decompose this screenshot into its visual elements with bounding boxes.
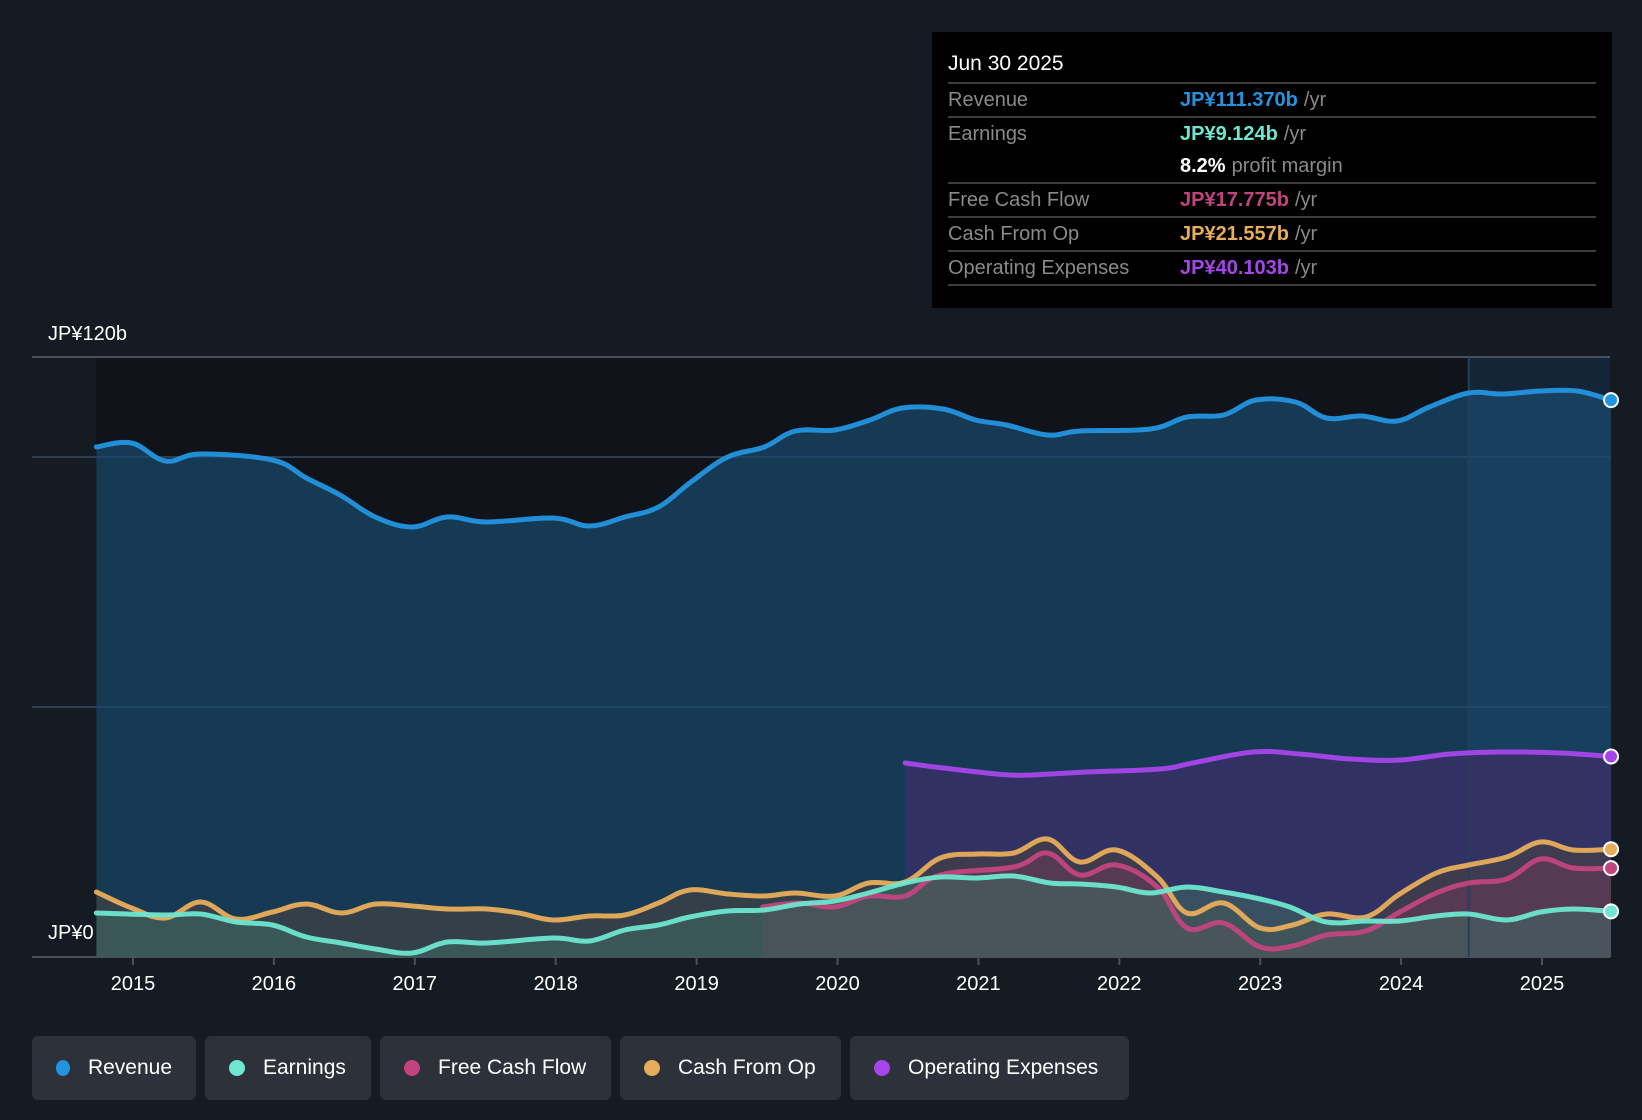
legend-label: Revenue xyxy=(87,1056,172,1079)
tooltip-label: Earnings xyxy=(948,123,1027,145)
earnings-dot-icon xyxy=(229,1060,245,1076)
series-end-markers xyxy=(1603,392,1620,920)
tooltip-label: Free Cash Flow xyxy=(948,189,1090,211)
tooltip-row-revenue: Revenue JP¥111.370b /yr xyxy=(948,84,1596,118)
free-cash-flow-end-marker xyxy=(1603,860,1620,877)
tooltip-value: JP¥111.370b xyxy=(1180,89,1298,111)
earnings-area xyxy=(96,875,1612,957)
tooltip-unit: profit margin xyxy=(1231,155,1343,177)
tooltip-date: Jun 30 2025 xyxy=(948,46,1596,84)
series-lines xyxy=(93,387,1614,956)
tooltip-unit: /yr xyxy=(1283,123,1307,145)
free-cash-flow-dot-icon xyxy=(404,1060,420,1076)
revenue-end-marker xyxy=(1603,392,1620,409)
legend-label: Free Cash Flow xyxy=(438,1056,587,1079)
tooltip-row-free-cash-flow: Free Cash Flow JP¥17.775b /yr xyxy=(948,184,1596,218)
legend-item-earnings[interactable]: Earnings xyxy=(205,1036,371,1100)
tooltip-row-operating-expenses: Operating Expenses JP¥40.103b /yr xyxy=(948,252,1596,286)
tooltip-value: JP¥9.124b xyxy=(1180,123,1278,145)
revenue-dot-icon xyxy=(56,1060,70,1076)
tooltip-unit: /yr xyxy=(1294,223,1318,245)
tooltip-label: Revenue xyxy=(948,89,1029,111)
x-axis: 2015 2016 2017 2018 2019 2020 2021 2022 2023 2024… xyxy=(111,957,1565,995)
tooltip-row-earnings: Earnings JP¥9.124b /yr xyxy=(948,118,1596,150)
operating-expenses-dot-icon xyxy=(874,1060,890,1076)
cash-from-op-dot-icon xyxy=(644,1060,660,1076)
legend-item-cash-from-op[interactable]: Cash From Op xyxy=(620,1036,841,1100)
x-tick-label: 2021 xyxy=(956,973,1001,995)
x-tick-label: 2022 xyxy=(1097,973,1142,995)
tooltip-unit: /yr xyxy=(1303,89,1327,111)
tooltip-unit: /yr xyxy=(1294,257,1318,279)
y-axis-max-label: JP¥120b xyxy=(48,323,127,345)
x-tick-label: 2023 xyxy=(1238,973,1283,995)
x-tick-label: 2017 xyxy=(393,973,438,995)
cash-from-op-line xyxy=(93,836,1614,933)
legend-item-operating-expenses[interactable]: Operating Expenses xyxy=(850,1036,1129,1100)
tooltip-label xyxy=(948,150,1180,182)
legend: Revenue Earnings Free Cash Flow Cash Fro… xyxy=(32,1036,1129,1100)
tooltip-value: JP¥40.103b xyxy=(1180,257,1289,279)
operating-expenses-line xyxy=(902,748,1614,778)
x-tick-label: 2020 xyxy=(815,973,860,995)
tooltip-value: JP¥21.557b xyxy=(1180,223,1289,245)
x-tick-label: 2019 xyxy=(674,973,719,995)
tooltip: Jun 30 2025 Revenue JP¥111.370b /yr Earn… xyxy=(932,32,1612,308)
cash-from-op-end-marker xyxy=(1603,841,1620,858)
tooltip-label: Cash From Op xyxy=(948,223,1080,245)
tooltip-row-profit-margin: 8.2% profit margin xyxy=(948,150,1596,184)
legend-label: Cash From Op xyxy=(678,1056,816,1079)
earnings-line xyxy=(93,873,1614,956)
x-tick-label: 2018 xyxy=(533,973,578,995)
free-cash-flow-line xyxy=(760,850,1614,952)
earnings-end-marker xyxy=(1603,903,1620,920)
legend-item-revenue[interactable]: Revenue xyxy=(32,1036,196,1100)
tooltip-label: Operating Expenses xyxy=(948,257,1130,279)
chart: 2015 2016 2017 2018 2019 2020 2021 2022 2023 2024… xyxy=(32,323,1620,995)
tooltip-value: 8.2% xyxy=(1180,155,1226,177)
tooltip-row-cash-from-op: Cash From Op JP¥21.557b /yr xyxy=(948,218,1596,252)
x-tick-label: 2025 xyxy=(1520,973,1565,995)
legend-label: Earnings xyxy=(263,1056,346,1079)
x-tick-label: 2015 xyxy=(111,973,156,995)
tooltip-value: JP¥17.775b xyxy=(1180,189,1289,211)
tooltip-unit: /yr xyxy=(1294,189,1318,211)
x-tick-label: 2024 xyxy=(1379,973,1424,995)
x-tick-label: 2016 xyxy=(252,973,297,995)
revenue-line xyxy=(93,387,1614,530)
y-axis-zero-label: JP¥0 xyxy=(48,922,94,944)
legend-item-free-cash-flow[interactable]: Free Cash Flow xyxy=(380,1036,611,1100)
legend-label: Operating Expenses xyxy=(908,1056,1099,1079)
operating-expenses-end-marker xyxy=(1603,748,1620,765)
